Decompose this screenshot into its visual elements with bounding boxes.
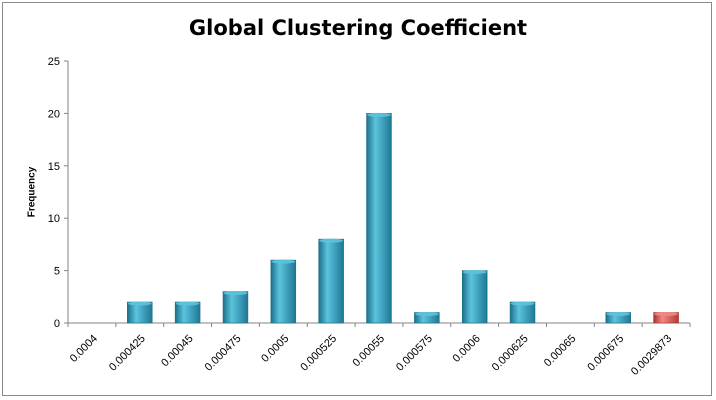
bar-top xyxy=(510,301,535,306)
bar-top xyxy=(654,312,679,317)
x-tick-label: 0.000675 xyxy=(585,333,626,374)
y-tick-label: 25 xyxy=(48,56,60,68)
bar-body xyxy=(366,113,392,324)
x-tick-label: 0.00045 xyxy=(159,333,196,370)
x-tick-label: 0.0005 xyxy=(259,333,291,365)
x-tick-label: 0.0004 xyxy=(68,333,100,365)
bar-top xyxy=(606,312,631,317)
bar xyxy=(366,112,392,324)
bar-top xyxy=(127,301,152,306)
bar-top xyxy=(414,312,439,317)
x-tick-label: 0.00055 xyxy=(351,333,388,370)
bar xyxy=(318,238,344,324)
bar xyxy=(509,301,536,324)
bar xyxy=(174,301,201,324)
x-tick-label: 0.000475 xyxy=(203,333,244,374)
y-tick-label: 10 xyxy=(48,213,60,225)
bar-top xyxy=(367,112,391,117)
chart-title: Global Clustering Coefficient xyxy=(188,16,528,40)
x-tick-label: 0.000575 xyxy=(394,333,435,374)
bar xyxy=(127,301,153,324)
x-tick-label: 0.000525 xyxy=(298,333,339,374)
bar xyxy=(653,312,679,324)
bar xyxy=(461,270,488,324)
bar-body xyxy=(270,259,297,324)
x-tick-label: 0.0006 xyxy=(451,333,483,365)
bar xyxy=(222,291,249,324)
y-tick-label: 0 xyxy=(54,318,60,330)
bar-top xyxy=(271,259,296,264)
x-tick-label: 0.0029873 xyxy=(629,333,674,378)
bar-top xyxy=(319,238,344,243)
bar-body xyxy=(461,270,488,324)
bar-top xyxy=(462,270,487,275)
bar xyxy=(414,312,440,324)
x-tick-label: 0.000625 xyxy=(490,333,531,374)
bar-top xyxy=(223,291,248,296)
x-tick-label: 0.00065 xyxy=(542,333,579,370)
chart-frame xyxy=(2,2,712,396)
bar-body xyxy=(222,291,249,324)
bar-body xyxy=(318,238,344,324)
y-tick-label: 20 xyxy=(48,108,60,120)
bar-top xyxy=(175,301,200,306)
y-tick-label: 5 xyxy=(54,266,60,278)
y-tick-label: 15 xyxy=(48,161,60,173)
bar xyxy=(270,259,297,324)
x-tick-label: 0.000425 xyxy=(107,333,148,374)
bar xyxy=(605,312,631,324)
